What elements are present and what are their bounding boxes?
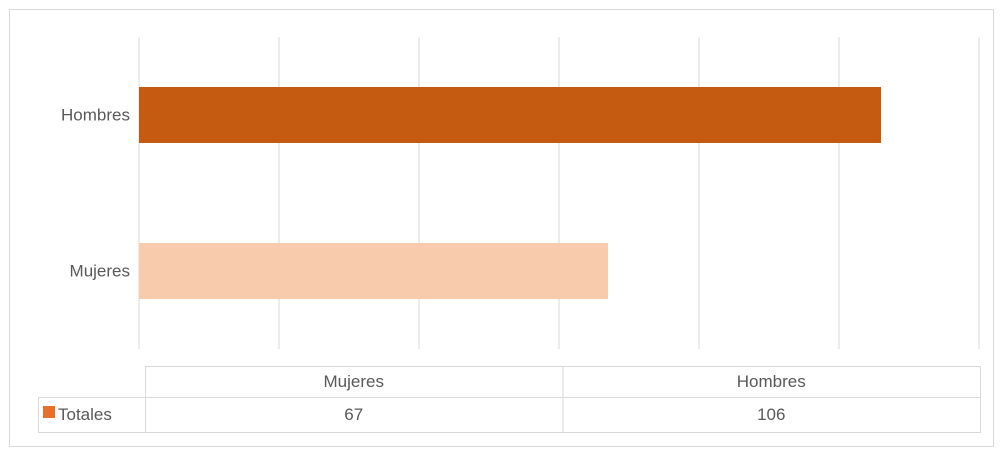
legend-key <box>43 406 55 418</box>
bar <box>139 87 881 143</box>
y-tick-label: Hombres <box>61 105 130 124</box>
y-tick-label: Mujeres <box>70 261 130 280</box>
table-value: 67 <box>344 405 363 424</box>
bar <box>139 243 608 299</box>
chart-border <box>9 9 994 447</box>
table-value: 106 <box>757 405 785 424</box>
table-header: Hombres <box>737 372 806 391</box>
legend-label: Totales <box>58 405 112 424</box>
table-header: Mujeres <box>324 372 384 391</box>
table-cell <box>562 397 981 433</box>
